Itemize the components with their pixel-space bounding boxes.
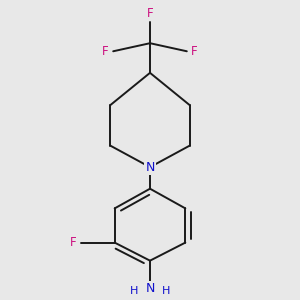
Text: H: H [130,286,138,296]
Text: F: F [102,45,109,58]
Text: F: F [70,236,76,249]
Text: H: H [162,286,170,296]
Text: N: N [145,161,155,174]
Text: N: N [145,282,155,295]
Text: F: F [191,45,198,58]
Text: F: F [147,7,153,20]
